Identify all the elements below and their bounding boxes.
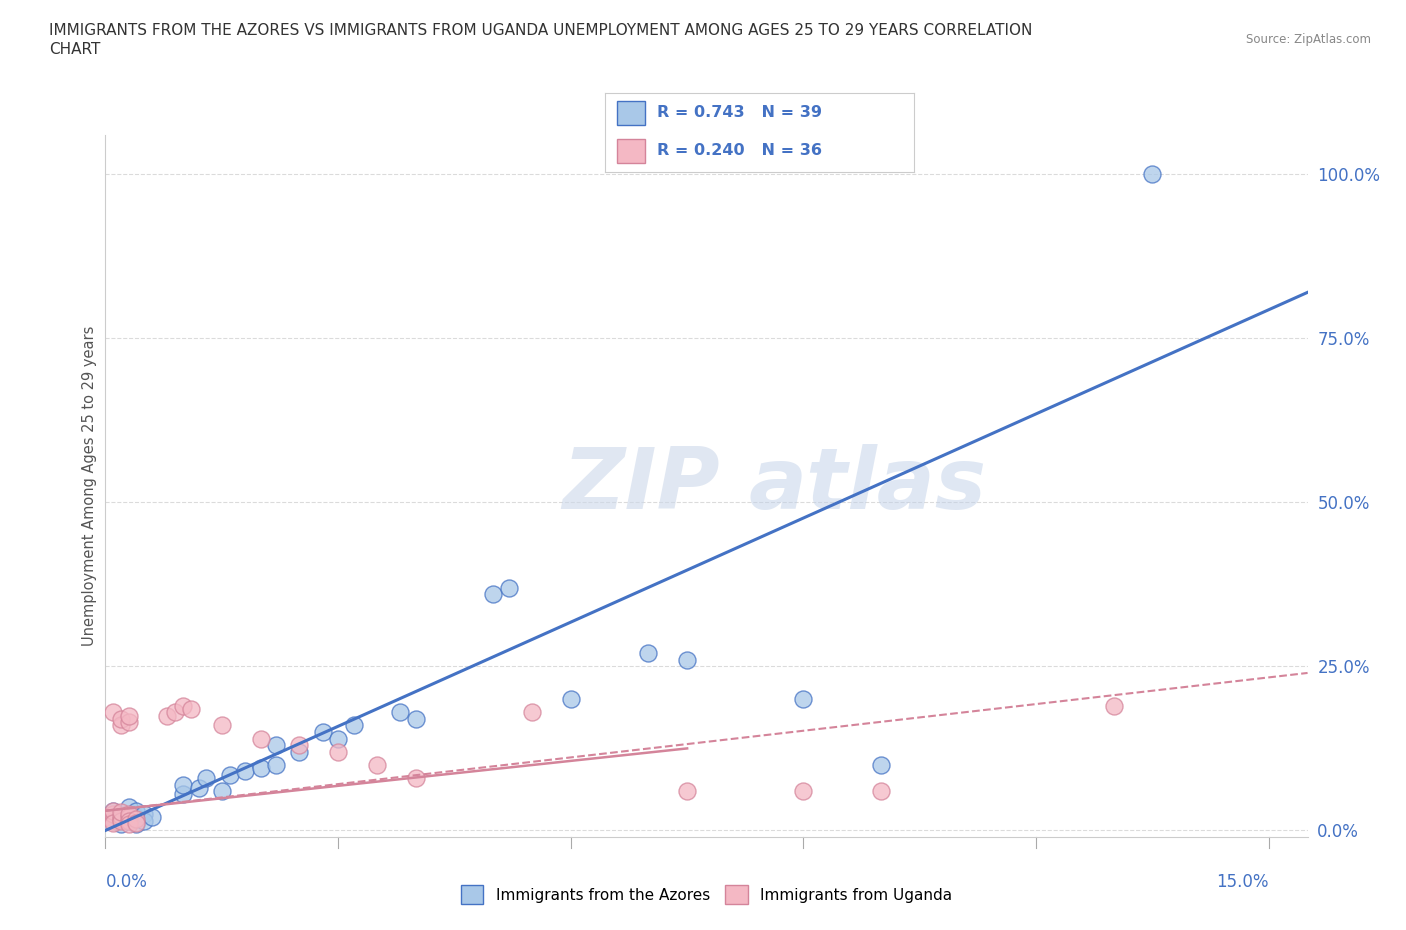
Point: [118, 817, 141, 831]
Point: [110, 804, 132, 819]
Text: R = 0.743   N = 39: R = 0.743 N = 39: [657, 105, 823, 120]
Point: [195, 770, 218, 785]
Point: [482, 587, 505, 602]
Point: [264, 737, 287, 752]
Point: [118, 708, 141, 723]
Text: Source: ZipAtlas.com: Source: ZipAtlas.com: [1246, 33, 1371, 46]
Point: [118, 808, 141, 823]
Point: [172, 777, 194, 792]
Point: [792, 692, 814, 707]
Point: [792, 784, 814, 799]
Point: [218, 767, 240, 782]
Point: [249, 761, 271, 776]
Point: [103, 705, 125, 720]
Point: [94, 810, 117, 825]
Point: [118, 810, 141, 825]
Point: [110, 817, 132, 831]
Point: [118, 813, 141, 828]
Point: [125, 811, 148, 826]
Point: [187, 780, 209, 795]
Point: [233, 764, 256, 778]
Point: [118, 813, 141, 828]
Point: [110, 808, 132, 823]
Text: 15.0%: 15.0%: [1216, 873, 1268, 891]
Point: [110, 806, 132, 821]
Point: [134, 813, 156, 828]
Text: CHART: CHART: [49, 42, 101, 57]
Point: [118, 806, 141, 821]
Point: [343, 718, 366, 733]
Point: [498, 580, 520, 595]
Point: [110, 811, 132, 826]
Point: [172, 787, 194, 802]
Point: [288, 737, 311, 752]
Point: [134, 806, 156, 821]
Point: [326, 744, 349, 759]
Legend: Immigrants from the Azores, Immigrants from Uganda: Immigrants from the Azores, Immigrants f…: [454, 879, 959, 910]
Point: [118, 800, 141, 815]
Text: R = 0.240   N = 36: R = 0.240 N = 36: [657, 143, 823, 158]
Point: [110, 718, 132, 733]
Point: [249, 731, 271, 746]
Point: [180, 701, 202, 716]
Text: atlas: atlas: [748, 445, 987, 527]
Point: [103, 815, 125, 830]
Point: [110, 711, 132, 726]
Point: [676, 652, 699, 667]
Point: [110, 811, 132, 826]
Y-axis label: Unemployment Among Ages 25 to 29 years: Unemployment Among Ages 25 to 29 years: [82, 326, 97, 646]
Point: [103, 810, 125, 825]
Point: [520, 705, 543, 720]
Point: [405, 770, 427, 785]
Point: [870, 757, 893, 772]
Point: [125, 815, 148, 830]
Text: 0.0%: 0.0%: [105, 873, 148, 891]
Point: [870, 784, 893, 799]
Point: [560, 692, 582, 707]
Point: [103, 813, 125, 828]
Point: [156, 708, 179, 723]
FancyBboxPatch shape: [617, 101, 645, 125]
Point: [211, 784, 233, 799]
Text: IMMIGRANTS FROM THE AZORES VS IMMIGRANTS FROM UGANDA UNEMPLOYMENT AMONG AGES 25 : IMMIGRANTS FROM THE AZORES VS IMMIGRANTS…: [49, 23, 1032, 38]
Point: [211, 718, 233, 733]
Point: [311, 724, 333, 739]
Point: [326, 731, 349, 746]
Point: [118, 715, 141, 730]
Point: [125, 804, 148, 818]
Point: [172, 698, 194, 713]
Point: [103, 804, 125, 818]
Point: [1142, 166, 1164, 181]
Point: [389, 705, 412, 720]
Point: [366, 757, 388, 772]
Point: [94, 813, 117, 828]
Point: [103, 806, 125, 821]
Point: [288, 744, 311, 759]
Point: [637, 645, 659, 660]
Point: [110, 813, 132, 828]
Point: [103, 804, 125, 818]
Text: ZIP: ZIP: [562, 445, 720, 527]
Point: [165, 705, 187, 720]
Point: [141, 810, 163, 825]
Point: [405, 711, 427, 726]
Point: [125, 810, 148, 825]
Point: [1102, 698, 1125, 713]
Point: [264, 757, 287, 772]
Point: [125, 817, 148, 831]
FancyBboxPatch shape: [617, 139, 645, 163]
Point: [676, 784, 699, 799]
